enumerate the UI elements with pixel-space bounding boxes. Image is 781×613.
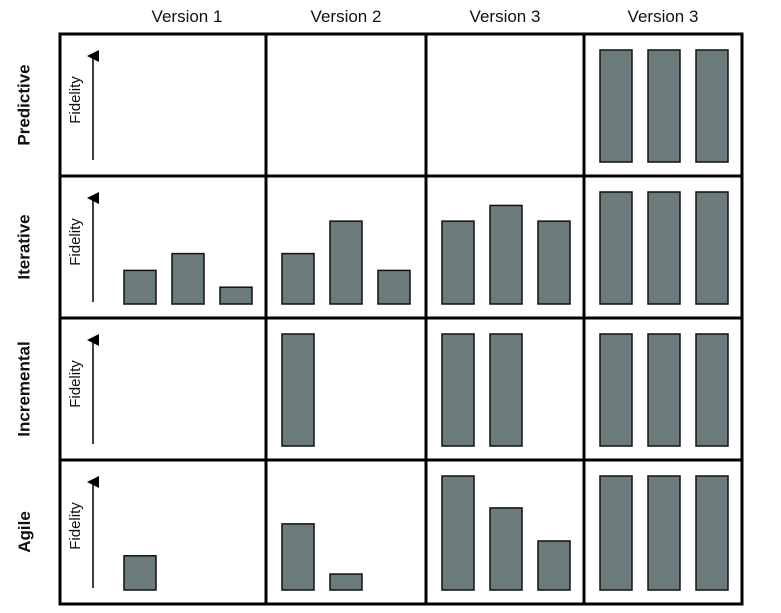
fidelity-bar: [537, 220, 571, 305]
fidelity-bar: [599, 191, 633, 305]
fidelity-bar: [647, 49, 681, 163]
fidelity-bar: [281, 252, 315, 305]
fidelity-bar: [695, 191, 729, 305]
fidelity-bar: [441, 220, 475, 305]
fidelity-bar: [599, 475, 633, 591]
fidelity-bar: [647, 475, 681, 591]
fidelity-bar: [329, 220, 363, 305]
column-header-version-3: Version 3: [469, 7, 541, 26]
fidelity-axis-label: Fidelity: [67, 360, 84, 408]
column-header-version-2: Version 2: [310, 7, 382, 26]
fidelity-axis-label: Fidelity: [67, 76, 84, 124]
fidelity-bar: [599, 333, 633, 447]
fidelity-axis-label: Fidelity: [67, 502, 84, 550]
fidelity-bar: [281, 333, 315, 447]
fidelity-bar: [441, 333, 475, 447]
fidelity-bar: [441, 475, 475, 591]
fidelity-bar: [489, 333, 523, 447]
fidelity-bar: [489, 507, 523, 591]
fidelity-bar: [647, 191, 681, 305]
fidelity-bar: [123, 269, 157, 305]
fidelity-bar: [695, 475, 729, 591]
fidelity-bar: [647, 333, 681, 447]
fidelity-bar: [123, 555, 157, 591]
fidelity-axis-label: Fidelity: [67, 218, 84, 266]
fidelity-bar: [171, 252, 205, 305]
fidelity-bar: [219, 286, 253, 305]
fidelity-bar: [537, 540, 571, 591]
fidelity-bar: [329, 573, 363, 591]
fidelity-bar: [377, 269, 411, 305]
fidelity-bar: [599, 49, 633, 163]
fidelity-bar: [281, 523, 315, 591]
fidelity-bar: [695, 49, 729, 163]
column-header-version-3-final: Version 3: [627, 7, 699, 26]
fidelity-bar: [695, 333, 729, 447]
fidelity-bar: [489, 204, 523, 305]
column-header-version-1: Version 1: [151, 7, 223, 26]
